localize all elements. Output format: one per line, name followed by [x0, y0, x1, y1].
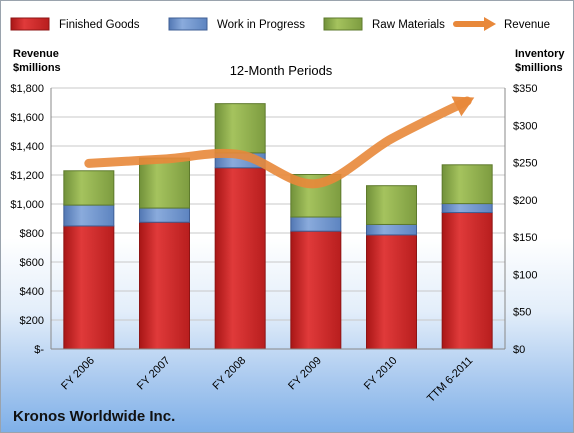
- right-tick-label: $50: [513, 307, 531, 319]
- bar-segment: [139, 157, 190, 209]
- category-label: FY 2008: [211, 355, 249, 393]
- legend-swatch: [168, 17, 208, 31]
- bar-segment: [63, 170, 115, 206]
- right-tick-label: $200: [513, 195, 537, 207]
- legend-swatch: [10, 17, 50, 31]
- revenue-line: [84, 96, 475, 189]
- legend-swatch: [323, 17, 363, 31]
- legend-label: Finished Goods: [59, 19, 140, 31]
- category-label: FY 2006: [59, 355, 97, 393]
- left-tick-label: $1,400: [10, 141, 44, 153]
- revenue-arrowhead: [451, 96, 475, 117]
- bar-segment: [290, 230, 342, 350]
- bar-segment: [214, 167, 266, 350]
- bar-segment: [441, 203, 493, 214]
- legend-arrow-revenue: [484, 17, 496, 31]
- bar-segment: [139, 221, 190, 350]
- left-tick-label: $1,600: [10, 112, 44, 124]
- bar-segment: [441, 212, 493, 350]
- left-tick-label: $-: [34, 344, 44, 356]
- right-tick-label: $100: [513, 269, 537, 281]
- right-axis-title-line2: $millions: [515, 62, 563, 74]
- bar-segment: [63, 225, 115, 350]
- gridlines: [51, 87, 505, 350]
- left-tick-label: $400: [20, 286, 44, 298]
- category-label: FY 2009: [286, 355, 324, 393]
- left-axis-title-line1: Revenue: [13, 48, 59, 60]
- bar-segment: [139, 207, 190, 223]
- left-tick-label: $600: [20, 257, 44, 269]
- bar-segment: [214, 103, 266, 154]
- left-tick-label: $1,000: [10, 199, 44, 211]
- right-tick-label: $250: [513, 158, 537, 170]
- bar-segment: [63, 204, 115, 227]
- category-label: FY 2010: [362, 355, 400, 393]
- legend-label: Work in Progress: [217, 19, 305, 31]
- company-name: Kronos Worldwide Inc.: [13, 408, 176, 425]
- left-axis-title-line2: $millions: [13, 62, 61, 74]
- legend: Finished Goods Work in Progress Raw Materi…: [10, 17, 550, 31]
- right-tick-label: $350: [513, 83, 537, 95]
- right-tick-label: $300: [513, 120, 537, 132]
- category-label: FY 2007: [135, 355, 173, 393]
- left-tick-label: $1,200: [10, 170, 44, 182]
- legend-label: Raw Materials: [372, 19, 445, 31]
- left-tick-label: $1,800: [10, 83, 44, 95]
- right-tick-label: $150: [513, 232, 537, 244]
- chart-title: 12-Month Periods: [230, 63, 333, 78]
- bar-segment: [290, 216, 342, 232]
- category-label: TTM 6-2011: [425, 355, 475, 405]
- bar-stacks: [63, 103, 493, 350]
- left-tick-label: $800: [20, 228, 44, 240]
- bar-segment: [366, 223, 417, 236]
- bar-segment: [441, 164, 493, 205]
- bar-segment: [366, 234, 417, 350]
- left-tick-label: $200: [20, 315, 44, 327]
- bar-segment: [366, 185, 417, 225]
- right-axis-title-line1: Inventory: [515, 48, 565, 60]
- right-tick-label: $0: [513, 344, 525, 356]
- legend-label: Revenue: [504, 19, 550, 31]
- revenue-line-path: [84, 96, 472, 189]
